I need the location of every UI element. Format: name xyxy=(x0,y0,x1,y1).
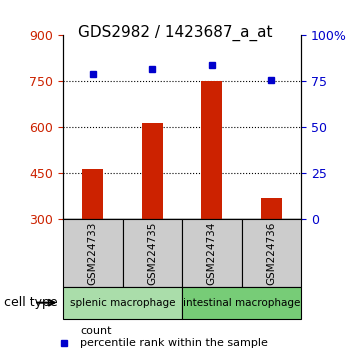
Bar xyxy=(142,123,163,219)
FancyBboxPatch shape xyxy=(182,287,301,319)
Text: cell type: cell type xyxy=(4,296,57,309)
Bar xyxy=(201,81,222,219)
FancyBboxPatch shape xyxy=(122,219,182,287)
Text: GDS2982 / 1423687_a_at: GDS2982 / 1423687_a_at xyxy=(78,25,272,41)
FancyBboxPatch shape xyxy=(63,219,122,287)
Text: GSM224734: GSM224734 xyxy=(207,221,217,285)
Text: GSM224735: GSM224735 xyxy=(147,221,157,285)
FancyBboxPatch shape xyxy=(63,287,182,319)
Text: intestinal macrophage: intestinal macrophage xyxy=(183,298,300,308)
FancyBboxPatch shape xyxy=(182,219,241,287)
Text: GSM224736: GSM224736 xyxy=(266,221,276,285)
Text: count: count xyxy=(80,326,112,336)
Text: percentile rank within the sample: percentile rank within the sample xyxy=(80,338,268,348)
Bar xyxy=(261,198,282,219)
Text: splenic macrophage: splenic macrophage xyxy=(70,298,175,308)
Text: GSM224733: GSM224733 xyxy=(88,221,98,285)
Bar xyxy=(82,169,103,219)
FancyBboxPatch shape xyxy=(241,219,301,287)
